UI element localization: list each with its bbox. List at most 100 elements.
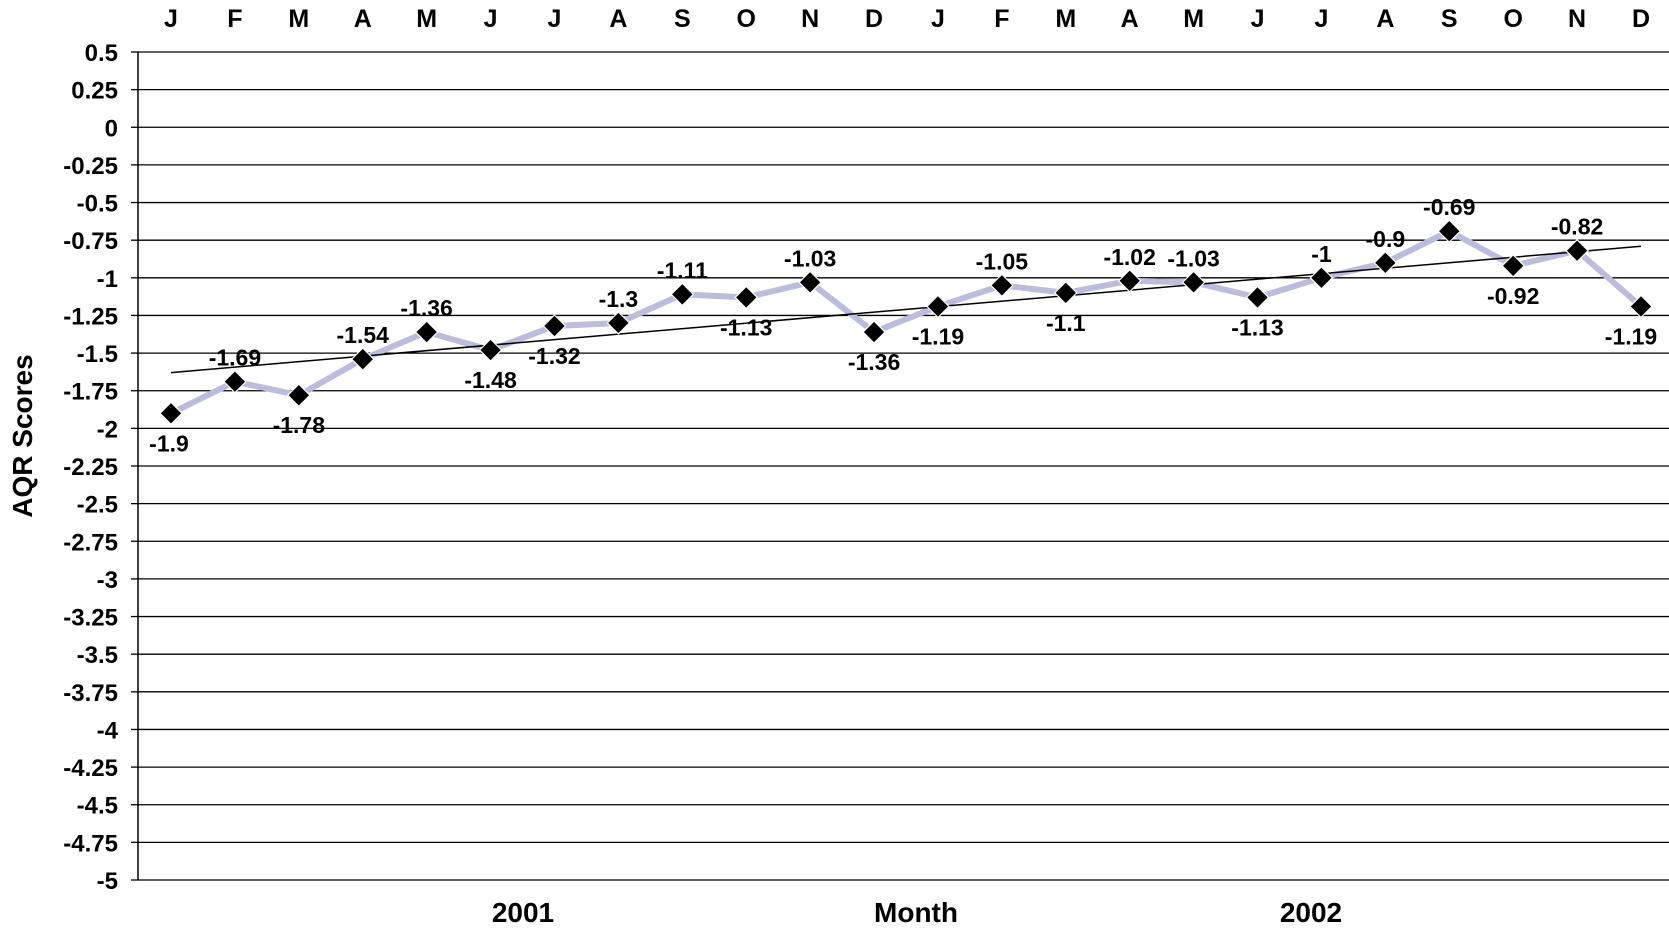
data-point bbox=[414, 320, 439, 344]
x-tick-label: J bbox=[548, 5, 562, 33]
data-label: -1.36 bbox=[400, 295, 452, 321]
x-tick-label: N bbox=[801, 5, 819, 33]
y-axis-title: AQR Scores bbox=[7, 354, 38, 517]
x-tick-label: A bbox=[354, 5, 372, 33]
data-point bbox=[1373, 250, 1398, 275]
x-tick-label: D bbox=[1632, 5, 1650, 33]
data-label: -1.69 bbox=[209, 345, 261, 371]
y-tick-label: -3.75 bbox=[63, 680, 118, 707]
data-point bbox=[542, 314, 567, 338]
y-tick-label: -0.5 bbox=[77, 191, 118, 218]
y-tick-label: -4.5 bbox=[77, 793, 118, 820]
x-tick-label: J bbox=[1314, 5, 1328, 33]
y-tick-label: 0.5 bbox=[85, 40, 118, 67]
y-tick-label: -4.25 bbox=[63, 755, 118, 782]
data-point bbox=[286, 383, 311, 408]
y-tick-label: -1.5 bbox=[77, 341, 118, 368]
data-label: -1.05 bbox=[976, 248, 1029, 274]
data-point bbox=[1629, 294, 1653, 319]
y-tick-label: -3.25 bbox=[63, 605, 118, 632]
x-tick-label: A bbox=[1121, 5, 1139, 33]
x-tick-label: S bbox=[674, 5, 691, 33]
trendline-group bbox=[170, 245, 1642, 374]
x-tick-label: N bbox=[1568, 5, 1586, 33]
data-point bbox=[1309, 265, 1334, 290]
data-label: -1.32 bbox=[528, 343, 580, 369]
data-label: -1.03 bbox=[1167, 245, 1219, 271]
year-label-2001: 2001 bbox=[492, 897, 554, 928]
data-point bbox=[1565, 238, 1589, 263]
y-tick-label: -1.75 bbox=[63, 379, 118, 406]
x-tick-label: A bbox=[1376, 5, 1394, 33]
x-tick-label: M bbox=[416, 5, 437, 33]
data-label: -1.1 bbox=[1046, 310, 1086, 336]
data-label: -1.02 bbox=[1103, 244, 1155, 270]
y-tick-label: -3 bbox=[97, 567, 118, 594]
x-tick-label: M bbox=[1055, 5, 1076, 33]
year-label-2002: 2002 bbox=[1280, 897, 1342, 928]
y-tick-label: -0.75 bbox=[63, 228, 118, 255]
data-point bbox=[1117, 268, 1142, 293]
y-tick-label: -3.5 bbox=[77, 642, 118, 669]
trendline bbox=[170, 245, 1642, 374]
data-label: -1.54 bbox=[337, 322, 390, 348]
data-point bbox=[1501, 253, 1526, 278]
x-tick-label: M bbox=[1183, 5, 1204, 33]
series-group bbox=[169, 228, 1643, 416]
data-point bbox=[350, 347, 375, 371]
y-tick-label: -1.25 bbox=[63, 303, 118, 330]
x-tick-label: A bbox=[609, 5, 627, 33]
x-tick-label: J bbox=[484, 5, 498, 33]
series-line bbox=[169, 228, 1643, 416]
y-tick-label: -0.25 bbox=[63, 153, 118, 180]
data-point bbox=[670, 282, 695, 307]
data-point bbox=[862, 320, 886, 344]
data-label: -1.13 bbox=[720, 314, 772, 340]
y-tick-label: -1 bbox=[97, 266, 118, 293]
data-label: -0.92 bbox=[1487, 283, 1539, 309]
data-point bbox=[478, 338, 503, 362]
y-tick-label: -4.75 bbox=[63, 830, 118, 857]
data-point bbox=[798, 270, 822, 295]
markers-group bbox=[159, 219, 1653, 426]
x-tick-label: D bbox=[865, 5, 883, 33]
data-label: -1.48 bbox=[464, 367, 517, 393]
x-tick-label: M bbox=[288, 5, 309, 33]
data-labels: -1.9 -1.69 -1.78 -1.54 -1.36 -1.48 -1.32 -1.3 -1… bbox=[149, 194, 1657, 456]
x-tick-label: J bbox=[164, 5, 178, 33]
data-label: -1.3 bbox=[599, 286, 639, 312]
data-point bbox=[926, 294, 950, 319]
y-tick-label: -2 bbox=[97, 416, 118, 443]
data-point bbox=[606, 311, 631, 335]
data-label: -1.13 bbox=[1231, 314, 1283, 340]
y-tick-label: -2.25 bbox=[63, 454, 118, 481]
data-label: -0.69 bbox=[1423, 194, 1475, 220]
x-tick-label: J bbox=[1251, 5, 1265, 33]
data-label: -1.9 bbox=[149, 430, 189, 456]
y-tick-label: -4 bbox=[97, 717, 119, 744]
data-label: -1 bbox=[1311, 241, 1332, 267]
data-point bbox=[1437, 219, 1462, 243]
data-label: -1.78 bbox=[273, 412, 326, 438]
y-tick-label: -2.5 bbox=[77, 492, 118, 519]
data-label: -0.9 bbox=[1366, 226, 1406, 252]
y-tick-label: -5 bbox=[97, 868, 118, 895]
x-tick-label: F bbox=[994, 5, 1009, 33]
x-tick-label: O bbox=[736, 5, 755, 33]
data-point bbox=[1181, 270, 1206, 295]
data-label: -1.19 bbox=[912, 323, 964, 349]
data-label: -0.82 bbox=[1551, 214, 1603, 240]
y-axis-ticks: 0.5 0.25 0 -0.25 -0.5 -0.75 -1 -1.25 -1.5 -1.75 -2… bbox=[63, 40, 118, 895]
data-label: -1.19 bbox=[1605, 323, 1657, 349]
data-point bbox=[1245, 285, 1270, 310]
y-tick-label: 0 bbox=[105, 115, 118, 142]
data-point bbox=[734, 285, 759, 310]
data-label: -1.03 bbox=[784, 245, 836, 271]
data-point bbox=[990, 273, 1014, 298]
data-point bbox=[1053, 281, 1078, 305]
y-tick-label: -2.75 bbox=[63, 529, 118, 556]
x-tick-label: F bbox=[227, 5, 242, 33]
x-tick-label: O bbox=[1503, 5, 1522, 33]
